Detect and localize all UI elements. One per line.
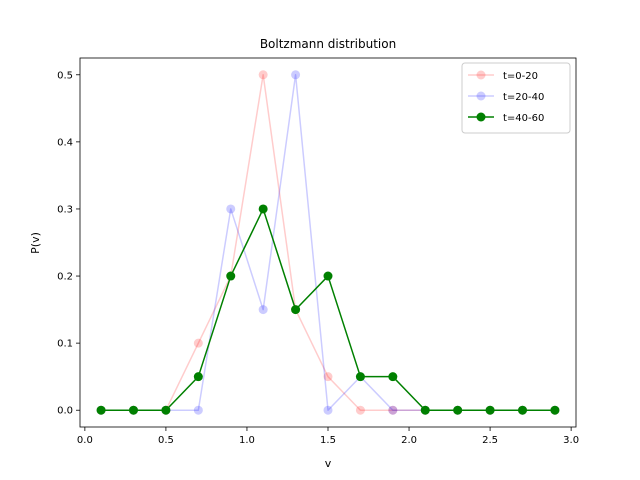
- x-tick-label: 0.0: [77, 435, 93, 446]
- x-tick-label: 2.0: [401, 435, 417, 446]
- data-point: [226, 204, 236, 214]
- data-point: [193, 372, 203, 382]
- data-point: [518, 405, 528, 415]
- x-tick-label: 0.5: [158, 435, 174, 446]
- legend: t=0-20 t=20-40 t=40-60: [461, 62, 571, 134]
- legend-entry: t=20-40: [468, 91, 544, 103]
- data-point: [420, 405, 430, 415]
- legend-frame: [461, 62, 571, 134]
- y-tick-label: 0.0: [57, 406, 73, 417]
- y-tick-label: 0.5: [57, 70, 73, 81]
- data-point: [291, 70, 301, 80]
- data-point: [193, 338, 203, 348]
- legend-marker: [476, 91, 486, 101]
- data-point: [485, 405, 495, 415]
- y-tick-label: 0.2: [57, 272, 73, 283]
- data-point: [193, 405, 203, 415]
- data-point: [550, 405, 560, 415]
- chart-title: Boltzmann distribution: [260, 37, 396, 51]
- x-tick-label: 3.0: [563, 435, 579, 446]
- legend-label: t=20-40: [503, 92, 544, 103]
- data-point: [388, 405, 398, 415]
- legend-marker: [476, 70, 486, 80]
- y-axis-label: P(v): [29, 232, 42, 254]
- data-point: [258, 70, 268, 80]
- data-point: [355, 372, 365, 382]
- data-point: [291, 305, 301, 315]
- data-point: [161, 405, 171, 415]
- x-axis-label: v: [325, 457, 332, 470]
- x-tick-label: 1.5: [320, 435, 336, 446]
- data-point: [128, 405, 138, 415]
- data-point: [323, 405, 333, 415]
- data-point: [226, 271, 236, 281]
- data-point: [258, 204, 268, 214]
- data-point: [453, 405, 463, 415]
- y-axis: 0.0 0.1 0.2 0.3 0.4 0.5: [57, 70, 80, 417]
- data-point: [323, 271, 333, 281]
- y-tick-label: 0.1: [57, 339, 73, 350]
- legend-label: t=0-20: [503, 71, 538, 82]
- data-point: [96, 405, 106, 415]
- y-tick-label: 0.3: [57, 204, 73, 215]
- x-tick-label: 1.0: [239, 435, 255, 446]
- data-point: [355, 405, 365, 415]
- data-point: [258, 305, 268, 315]
- legend-marker: [476, 112, 486, 122]
- legend-entry: t=0-20: [468, 70, 538, 82]
- legend-label: t=40-60: [503, 113, 544, 124]
- x-tick-label: 2.5: [482, 435, 498, 446]
- data-point: [323, 372, 333, 382]
- series-t=40-60: [96, 204, 560, 415]
- data-point: [388, 405, 398, 415]
- data-point: [388, 372, 398, 382]
- y-tick-label: 0.4: [57, 137, 73, 148]
- legend-entry: t=40-60: [468, 112, 544, 124]
- x-axis: 0.0 0.5 1.0 1.5 2.0 2.5 3.0: [77, 427, 579, 446]
- series-layer: [96, 70, 560, 415]
